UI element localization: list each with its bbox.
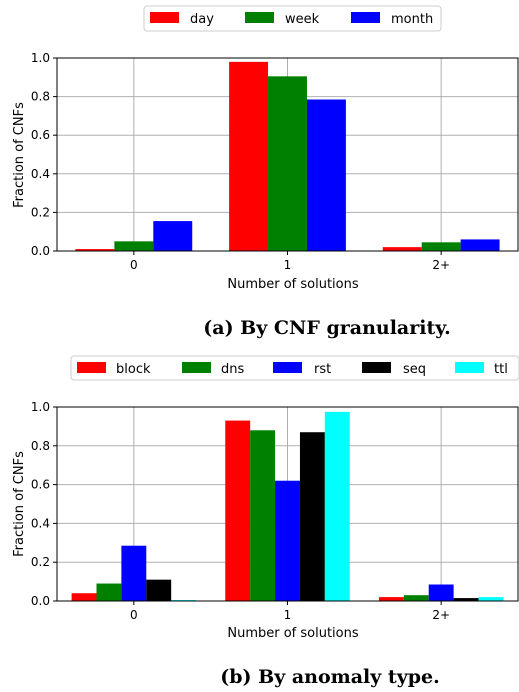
chart-a-x-axis-label: Number of solutions <box>227 277 358 292</box>
a-bar-day-0 <box>75 249 115 251</box>
chart-a-bars <box>75 61 500 252</box>
chart-a-legend-swatch-month <box>351 12 380 23</box>
chart-b-legend-label-rst: rst <box>314 362 331 377</box>
chart-a-axes <box>56 57 519 255</box>
a-y-tick-label-3: 0.6 <box>31 128 50 142</box>
b-bar-rst-1 <box>275 480 300 601</box>
b-y-tick-label-0: 0.0 <box>31 594 50 608</box>
b-bar-ttl-1 <box>324 411 350 601</box>
chart-a-x-tick-1: 1 <box>284 258 292 272</box>
chart-b-legend-swatch-rst <box>273 362 302 373</box>
b-bar-block-1 <box>225 420 251 601</box>
b-y-tick-label-2: 0.4 <box>31 516 50 530</box>
b-y-tick-label-5: 1.0 <box>31 400 50 414</box>
chart-a-y-ticks: 0.0 0.2 0.4 0.6 0.8 1.0 <box>31 51 57 258</box>
b-y-tick-label-1: 0.2 <box>31 555 50 569</box>
chart-a-legend: day week month <box>143 5 442 32</box>
a-y-tick-label-5: 1.0 <box>31 51 50 65</box>
a-bar-week-2 <box>421 242 461 251</box>
chart-a-legend-label-month: month <box>391 12 433 27</box>
chart-b-axes <box>56 406 519 605</box>
chart-a-y-axis-label: Fraction of CNFs <box>12 102 27 208</box>
chart-b-legend-label-seq: seq <box>403 362 426 377</box>
a-bar-month-1 <box>306 99 346 252</box>
a-bar-week-0 <box>114 241 154 251</box>
a-bar-month-2 <box>460 239 500 251</box>
chart-b-legend-swatch-seq <box>362 362 391 373</box>
a-axes-frame <box>56 57 519 252</box>
b-bar-block-0 <box>71 593 97 601</box>
chart-a: 0.0 0.2 0.4 0.6 0.8 1.0 0 1 2+ Number of solu… <box>12 5 519 339</box>
chart-b-legend-label-ttl: ttl <box>494 362 508 377</box>
b-bar-rst-2 <box>428 584 454 601</box>
chart-b-legend: block dns rst seq ttl <box>70 355 519 381</box>
chart-b-x-axis-label: Number of solutions <box>227 626 358 641</box>
chart-b-legend-label-dns: dns <box>221 362 244 377</box>
a-y-tick-label-1: 0.2 <box>31 205 50 219</box>
b-axes-frame <box>56 406 519 602</box>
a-bar-week-1 <box>268 76 307 252</box>
chart-b-y-ticks: 0.0 0.2 0.4 0.6 0.8 1.0 <box>31 400 57 608</box>
b-bar-dns-2 <box>403 595 429 601</box>
a-bar-month-0 <box>153 221 193 251</box>
chart-b-x-tick-0: 0 <box>130 608 138 622</box>
chart-a-x-tick-2: 2+ <box>432 258 450 272</box>
chart-b-caption: (b) By anomaly type. <box>220 666 439 688</box>
chart-b-legend-swatch-dns <box>182 362 211 373</box>
b-bar-block-2 <box>378 597 404 601</box>
b-bar-seq-2 <box>453 598 479 601</box>
a-bar-day-1 <box>229 61 269 251</box>
b-bar-seq-0 <box>146 579 172 601</box>
a-y-tick-label-2: 0.4 <box>31 167 50 181</box>
chart-a-legend-swatch-week <box>245 12 274 23</box>
b-bar-seq-1 <box>299 432 325 601</box>
b-y-tick-label-3: 0.6 <box>31 478 50 492</box>
chart-a-x-ticks: 0 1 2+ <box>130 258 450 272</box>
chart-b-legend-swatch-ttl <box>455 362 484 373</box>
chart-a-legend-label-week: week <box>285 12 320 27</box>
chart-b-x-tick-2: 2+ <box>432 608 450 622</box>
a-y-tick-label-0: 0.0 <box>31 244 50 258</box>
a-y-tick-label-4: 0.8 <box>31 90 50 104</box>
chart-b-x-ticks: 0 1 2+ <box>130 608 450 622</box>
chart-b-bars <box>71 411 504 601</box>
chart-b-y-axis-label: Fraction of CNFs <box>12 451 27 557</box>
chart-b-legend-label-block: block <box>116 362 151 377</box>
b-bar-rst-0 <box>121 545 147 601</box>
chart-a-legend-label-day: day <box>190 12 214 27</box>
chart-b-legend-swatch-block <box>77 362 106 373</box>
b-bar-dns-1 <box>250 430 276 601</box>
chart-b: 0.0 0.2 0.4 0.6 0.8 1.0 0 1 2+ Number of solu… <box>12 355 519 688</box>
a-bar-day-2 <box>382 247 422 251</box>
b-bar-dns-0 <box>96 583 122 601</box>
chart-a-legend-swatch-day <box>150 12 179 23</box>
b-y-tick-label-4: 0.8 <box>31 439 50 453</box>
chart-a-caption: (a) By CNF granularity. <box>203 317 450 339</box>
chart-a-x-tick-0: 0 <box>130 258 138 272</box>
b-bar-ttl-2 <box>478 597 504 601</box>
chart-b-x-tick-1: 1 <box>284 608 292 622</box>
